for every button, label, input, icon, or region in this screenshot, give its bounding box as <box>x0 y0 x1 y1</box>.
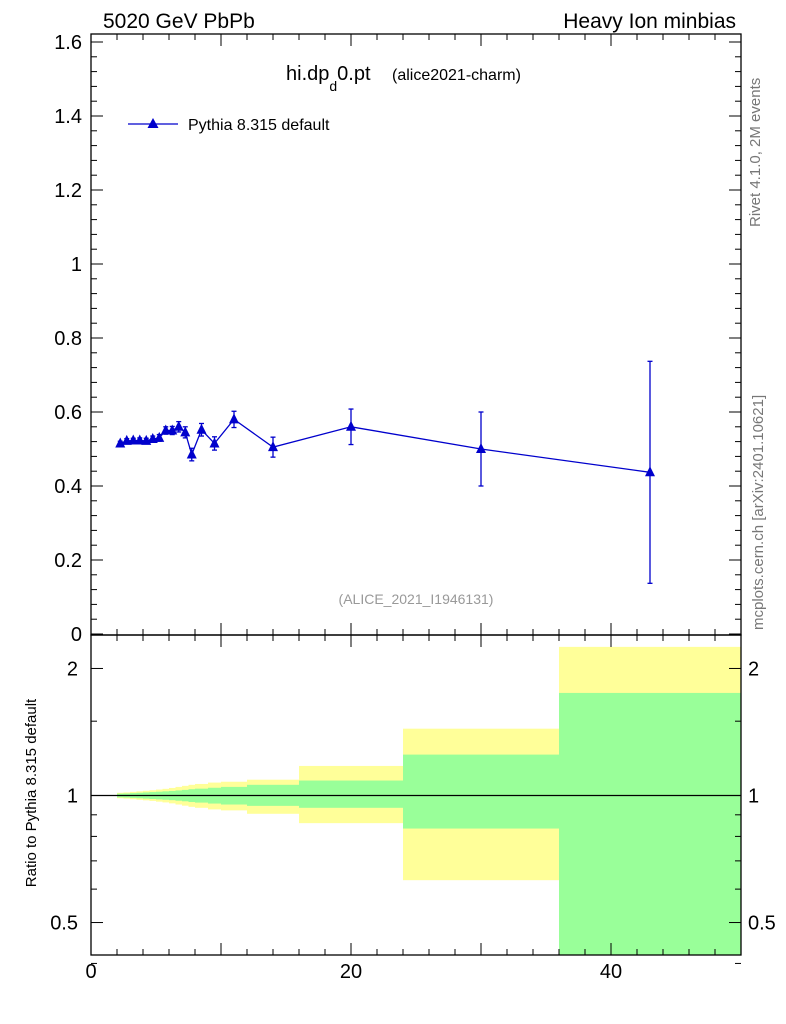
ratio-y-tick-label-right: 2 <box>748 658 759 680</box>
ratio-x-tick-label: 40 <box>600 961 622 983</box>
main-y-tick-label: 1.4 <box>54 106 82 128</box>
data-point <box>173 420 184 431</box>
data-point <box>121 434 132 445</box>
data-point <box>186 448 197 459</box>
main-y-tick-label: 0 <box>71 624 82 646</box>
data-point <box>154 431 165 442</box>
analysis-watermark: (ALICE_2021_I1946131) <box>339 591 494 607</box>
plot-title-tag: (alice2021-charm) <box>392 67 521 84</box>
ratio-y-tick-label: 1 <box>67 786 78 808</box>
header-left: 5020 GeV PbPb <box>103 10 255 33</box>
main-y-tick-label: 0.6 <box>54 402 82 424</box>
main-panel: 0 0.2 0.4 0.6 0.8 1 1.2 1.4 1.6 <box>54 32 742 646</box>
data-point <box>115 437 126 448</box>
main-y-tick-label: 1.2 <box>54 180 82 202</box>
source-label: mcplots.cern.ch [arXiv:2401.10621] <box>750 395 767 630</box>
data-point <box>645 466 655 477</box>
ratio-y-tick-label-right: 0.5 <box>748 913 776 935</box>
data-point <box>268 441 278 452</box>
main-y-tick-label: 1.6 <box>54 32 82 54</box>
plot-title-rest: 0.pt <box>337 63 371 85</box>
header-right: Heavy Ion minbias <box>563 10 736 33</box>
data-point <box>134 434 145 445</box>
ratio-x-tick-label: 20 <box>340 961 362 983</box>
data-point <box>346 420 356 431</box>
data-point <box>476 443 486 453</box>
legend-triangle-marker <box>147 118 159 128</box>
data-point <box>196 423 207 434</box>
data-point <box>128 434 139 445</box>
main-y-tick-label: 0.2 <box>54 550 82 572</box>
ratio-x-tick-label: 0 <box>85 961 96 983</box>
ratio-bands <box>117 646 741 955</box>
ratio-panel: 0 20 40 0.5 0.5 1 1 2 2 <box>50 634 776 983</box>
data-point <box>229 413 239 424</box>
data-point <box>209 437 220 448</box>
data-point <box>160 424 171 435</box>
plot-title-main: hi.dp <box>286 63 329 85</box>
data-point <box>180 426 191 437</box>
main-y-tick-label: 0.8 <box>54 328 82 350</box>
ratio-ylabel: Ratio to Pythia 8.315 default <box>23 698 40 887</box>
main-y-tick-label: 0.4 <box>54 476 82 498</box>
ratio-y-tick-label-right: 1 <box>748 786 759 808</box>
main-y-tick-label: 1 <box>71 254 82 276</box>
plot-title: hi.dpd0.pt <box>286 63 371 94</box>
ratio-inner-band <box>403 754 559 829</box>
rivet-version-label: Rivet 4.1.0, 2M events <box>747 78 764 227</box>
ratio-inner-band <box>559 692 741 955</box>
ratio-y-tick-label: 0.5 <box>50 913 78 935</box>
plot-title-sub: d <box>329 78 337 94</box>
legend-label: Pythia 8.315 default <box>188 117 330 134</box>
legend: Pythia 8.315 default <box>128 117 330 134</box>
ratio-inner-band <box>299 780 403 808</box>
ratio-y-tick-label: 2 <box>67 658 78 680</box>
data-point <box>167 424 178 435</box>
